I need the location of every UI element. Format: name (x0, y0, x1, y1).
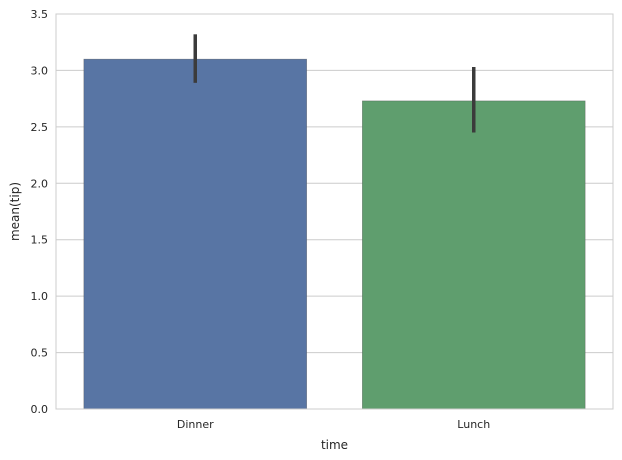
x-tick-labels: Dinner Lunch (177, 418, 490, 431)
y-tick-label: 3.0 (31, 64, 49, 77)
plot-frame (55, 13, 614, 410)
y-tick-label: 3.5 (31, 8, 49, 21)
x-axis-label: time (321, 438, 348, 452)
y-tick-label: 0.0 (31, 403, 49, 416)
x-tick-label: Lunch (457, 418, 490, 431)
y-tick-label: 1.0 (31, 290, 49, 303)
error-bars (193, 34, 476, 133)
y-tick-label: 2.5 (31, 121, 49, 134)
y-tick-label: 1.5 (31, 234, 49, 247)
bar-dinner (83, 58, 307, 410)
x-tick-label: Dinner (177, 418, 214, 431)
bars (83, 58, 586, 410)
bar-lunch (362, 100, 586, 410)
y-tick-label: 2.0 (31, 177, 49, 190)
y-axis-label: mean(tip) (8, 182, 22, 241)
y-tick-labels: 0.0 0.5 1.0 1.5 2.0 2.5 3.0 3.5 (31, 8, 49, 416)
y-tick-label: 0.5 (31, 347, 49, 360)
